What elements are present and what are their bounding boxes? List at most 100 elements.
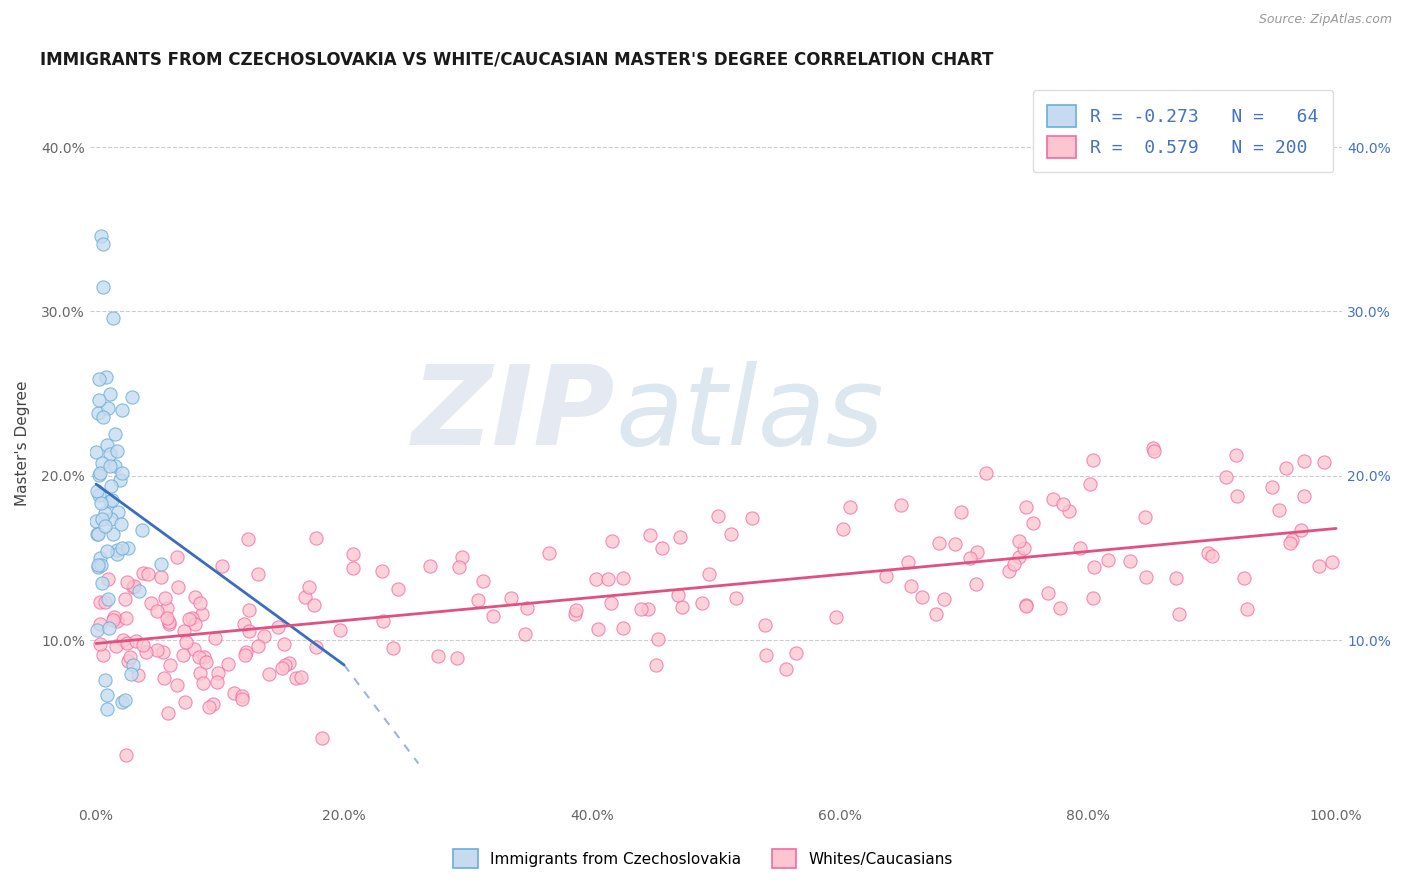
Point [135,644,157,658]
Point [278,656,301,670]
Point [839,500,862,514]
Point [1279,536,1302,550]
Point [94,595,117,609]
Point [246,567,269,582]
Point [897,555,920,569]
Point [1097,553,1119,567]
Point [342,547,364,561]
Point [1081,453,1104,467]
Point [195,656,218,670]
Point [1292,490,1315,504]
Point [146,604,169,618]
Point [925,607,948,621]
Point [97,401,120,416]
Point [638,527,661,541]
Point [89,636,111,650]
Point [831,522,853,536]
Point [110,517,132,532]
Point [90,558,112,572]
Point [90,511,112,525]
Point [193,649,215,664]
Point [211,559,233,574]
Point [1312,455,1334,469]
Point [86,623,108,637]
Point [117,654,139,668]
Point [131,523,153,537]
Point [114,692,136,706]
Point [115,610,138,624]
Point [1036,586,1059,600]
Point [949,505,972,519]
Point [1022,516,1045,530]
Point [928,535,950,549]
Point [329,623,352,637]
Point [1275,461,1298,475]
Point [588,622,610,636]
Point [191,676,214,690]
Point [104,427,127,442]
Point [246,640,269,654]
Point [238,624,260,639]
Point [207,666,229,681]
Point [120,649,142,664]
Point [139,596,162,610]
Point [87,526,110,541]
Point [911,590,934,604]
Point [172,648,194,662]
Point [231,692,253,706]
Point [1008,549,1031,564]
Point [1069,541,1091,555]
Point [191,607,214,621]
Point [671,599,693,614]
Point [690,596,713,610]
Point [1014,599,1036,613]
Point [132,638,155,652]
Point [1261,480,1284,494]
Point [965,577,987,591]
Point [290,670,312,684]
Point [585,572,607,586]
Text: atlas: atlas [616,360,884,467]
Point [101,311,124,326]
Point [153,671,176,685]
Point [1119,554,1142,568]
Point [105,543,128,558]
Point [122,580,145,594]
Point [1057,504,1080,518]
Text: Source: ZipAtlas.com: Source: ZipAtlas.com [1258,13,1392,27]
Point [1078,477,1101,491]
Point [94,519,117,533]
Point [103,610,125,624]
Point [238,602,260,616]
Point [1052,497,1074,511]
Point [104,458,127,473]
Point [89,466,111,480]
Point [87,406,110,420]
Point [89,467,111,482]
Point [1081,591,1104,605]
Point [90,456,112,470]
Point [84,444,107,458]
Legend: R = -0.273   N =   64, R =  0.579   N = 200: R = -0.273 N = 64, R = 0.579 N = 200 [1032,90,1333,172]
Point [103,526,125,541]
Point [1042,492,1064,507]
Point [98,494,121,508]
Point [1002,557,1025,571]
Point [111,541,134,555]
Point [564,607,586,622]
Point [93,506,115,520]
Point [294,590,316,604]
Point [720,527,742,541]
Point [305,531,328,545]
Point [201,697,224,711]
Point [775,662,797,676]
Point [107,615,129,629]
Point [449,560,471,574]
Point [1267,502,1289,516]
Point [91,575,114,590]
Point [1166,571,1188,585]
Point [266,620,288,634]
Point [630,602,652,616]
Point [467,593,489,607]
Point [274,657,297,672]
